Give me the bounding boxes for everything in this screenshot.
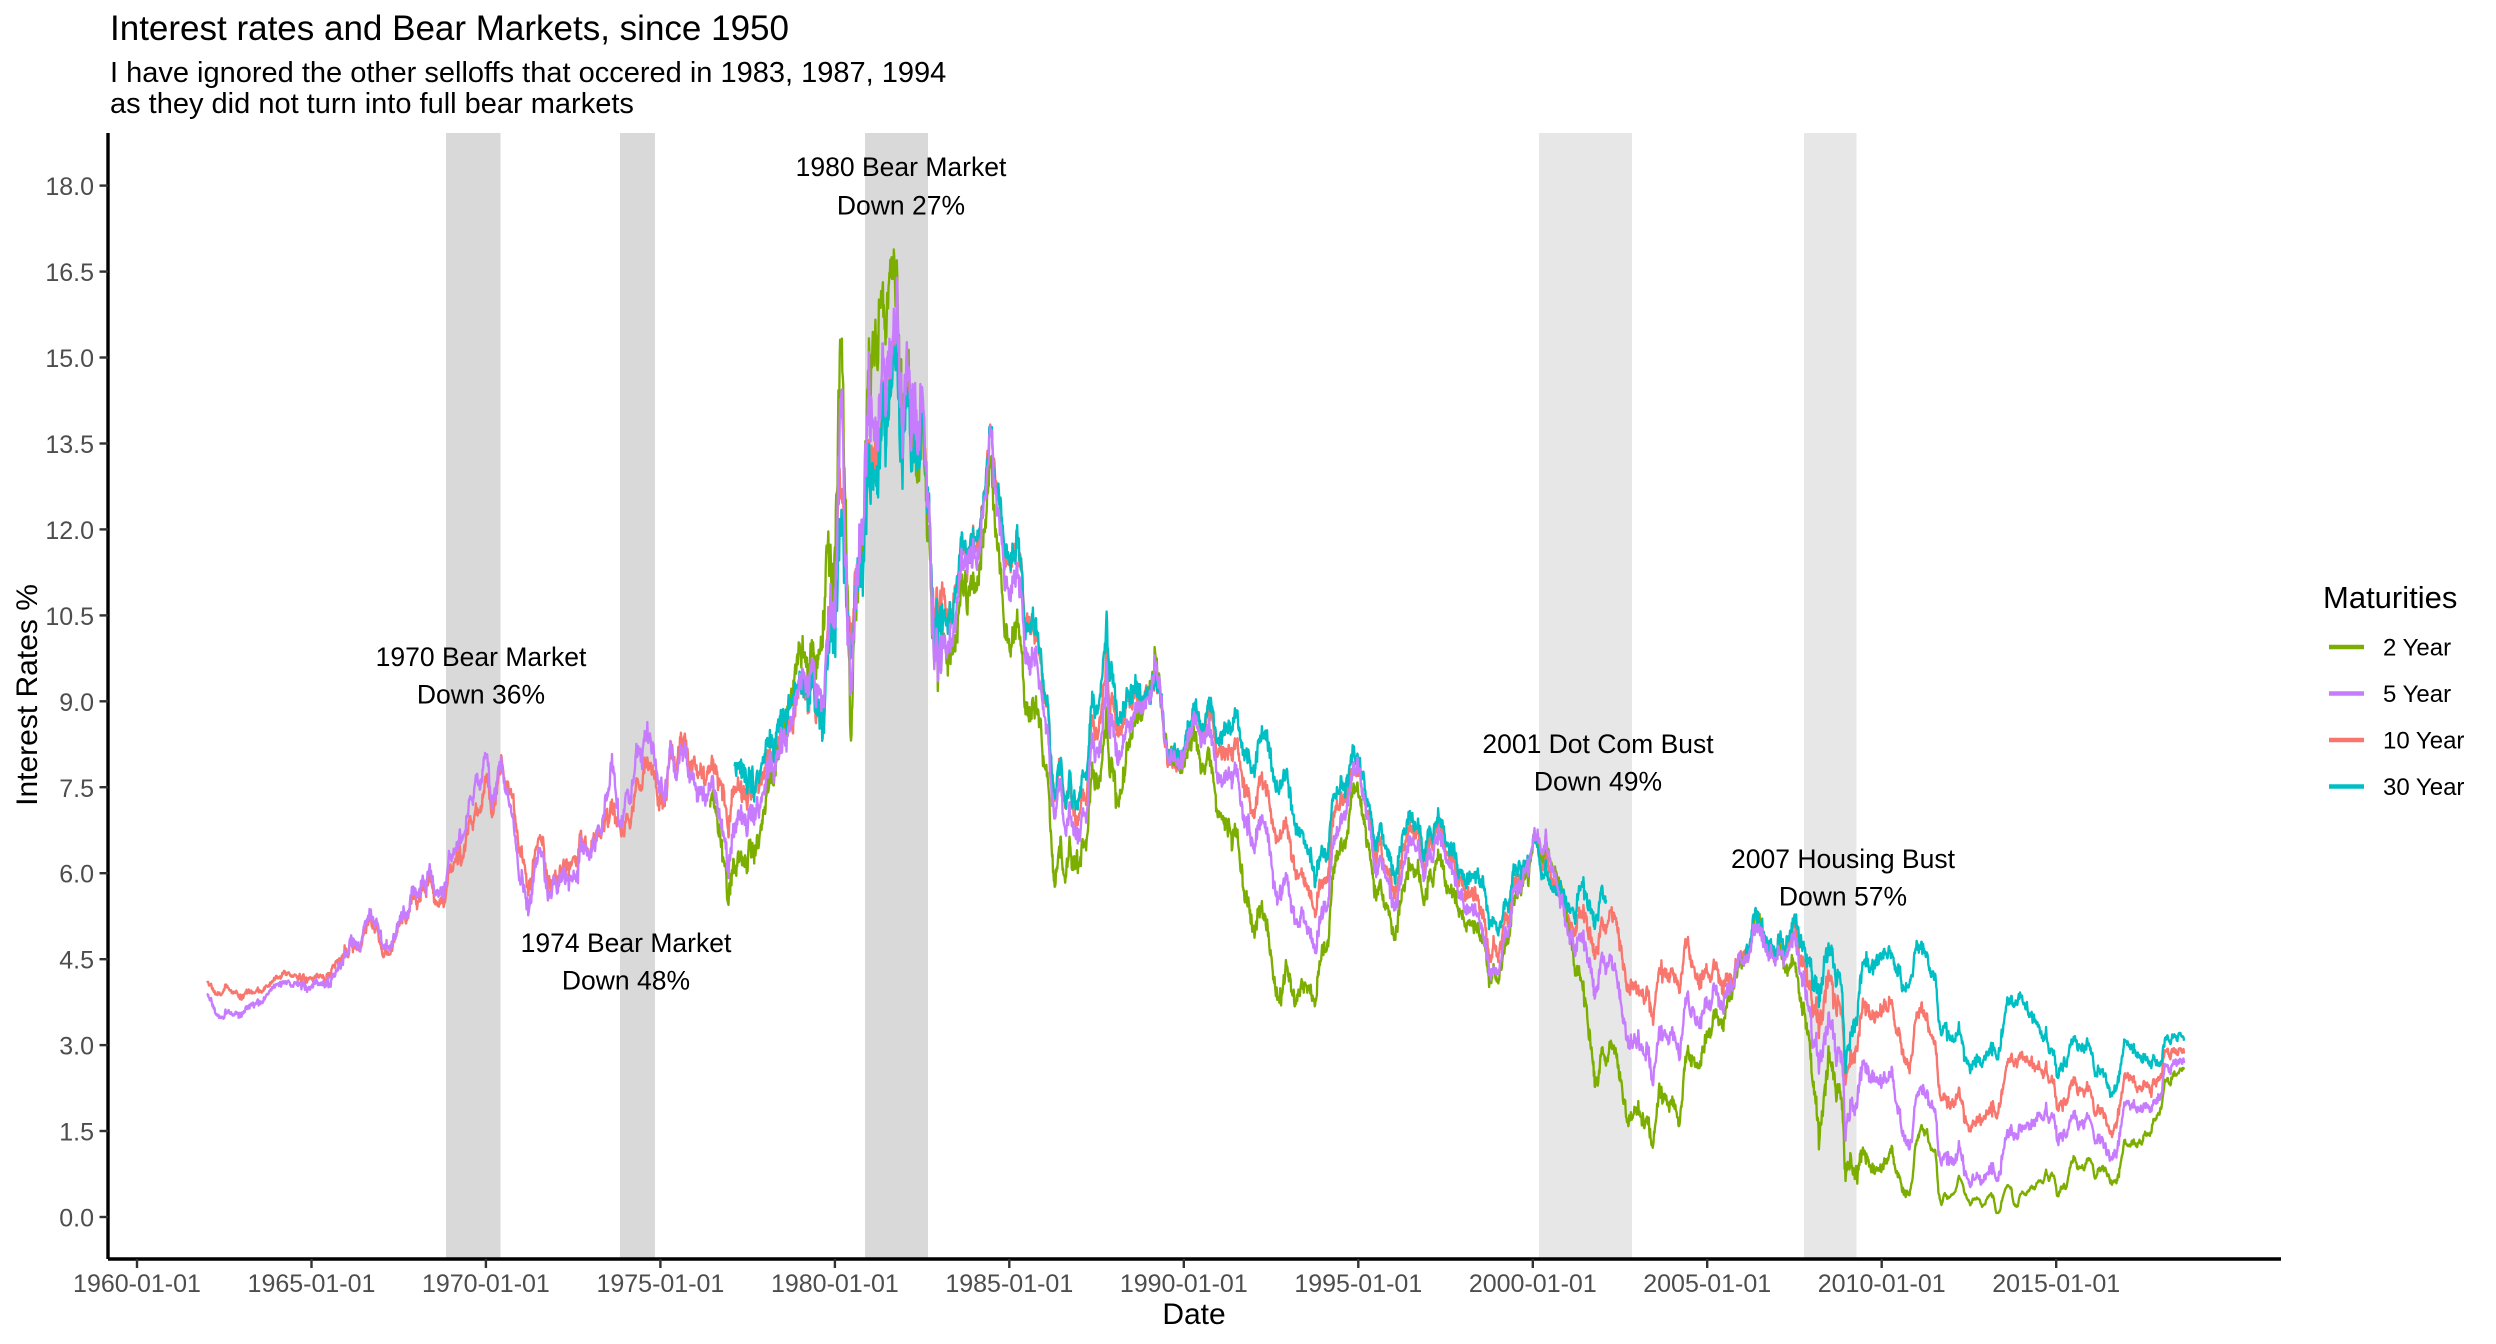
svg-text:I have ignored the other sello: I have ignored the other selloffs that o…	[110, 57, 946, 89]
svg-text:Maturities: Maturities	[2323, 580, 2457, 615]
svg-text:Interest rates and Bear Market: Interest rates and Bear Markets, since 1…	[110, 9, 789, 48]
svg-text:1975-01-01: 1975-01-01	[596, 1270, 724, 1298]
svg-text:1965-01-01: 1965-01-01	[248, 1270, 376, 1298]
svg-text:Down 49%: Down 49%	[1534, 767, 1662, 797]
svg-text:12.0: 12.0	[45, 517, 94, 545]
svg-text:1.5: 1.5	[59, 1119, 94, 1147]
svg-text:as they did not turn into full: as they did not turn into full bear mark…	[110, 88, 634, 120]
svg-text:Interest Rates %: Interest Rates %	[11, 584, 44, 806]
svg-text:1990-01-01: 1990-01-01	[1120, 1270, 1248, 1298]
svg-text:7.5: 7.5	[59, 775, 94, 803]
svg-text:9.0: 9.0	[59, 689, 94, 717]
svg-text:10.5: 10.5	[45, 603, 94, 631]
svg-text:2005-01-01: 2005-01-01	[1643, 1270, 1771, 1298]
svg-text:2 Year: 2 Year	[2383, 635, 2451, 662]
svg-text:3.0: 3.0	[59, 1033, 94, 1061]
svg-text:1970-01-01: 1970-01-01	[422, 1270, 550, 1298]
svg-text:Down 48%: Down 48%	[562, 966, 690, 996]
svg-text:1980-01-01: 1980-01-01	[771, 1270, 899, 1298]
svg-text:13.5: 13.5	[45, 431, 94, 459]
svg-text:2000-01-01: 2000-01-01	[1469, 1270, 1597, 1298]
svg-text:15.0: 15.0	[45, 345, 94, 373]
svg-text:18.0: 18.0	[45, 173, 94, 201]
svg-text:2001 Dot Com Bust: 2001 Dot Com Bust	[1482, 729, 1714, 759]
svg-text:Down 27%: Down 27%	[837, 191, 965, 221]
svg-text:Down 36%: Down 36%	[417, 680, 545, 710]
svg-text:30 Year: 30 Year	[2383, 774, 2464, 801]
svg-text:1970 Bear Market: 1970 Bear Market	[376, 642, 587, 672]
svg-text:1980 Bear Market: 1980 Bear Market	[796, 152, 1007, 182]
svg-text:Date: Date	[1162, 1298, 1225, 1331]
svg-text:2007 Housing Bust: 2007 Housing Bust	[1731, 844, 1956, 874]
svg-text:6.0: 6.0	[59, 861, 94, 889]
svg-text:1974 Bear Market: 1974 Bear Market	[521, 928, 732, 958]
svg-text:1985-01-01: 1985-01-01	[945, 1270, 1073, 1298]
svg-text:16.5: 16.5	[45, 259, 94, 287]
svg-text:1995-01-01: 1995-01-01	[1294, 1270, 1422, 1298]
svg-text:Down 57%: Down 57%	[1779, 882, 1907, 912]
svg-text:5 Year: 5 Year	[2383, 681, 2451, 708]
svg-text:0.0: 0.0	[59, 1205, 94, 1233]
svg-text:2010-01-01: 2010-01-01	[1818, 1270, 1946, 1298]
svg-text:1960-01-01: 1960-01-01	[73, 1270, 201, 1298]
svg-text:2015-01-01: 2015-01-01	[1992, 1270, 2120, 1298]
svg-text:10 Year: 10 Year	[2383, 728, 2464, 755]
svg-text:4.5: 4.5	[59, 947, 94, 975]
